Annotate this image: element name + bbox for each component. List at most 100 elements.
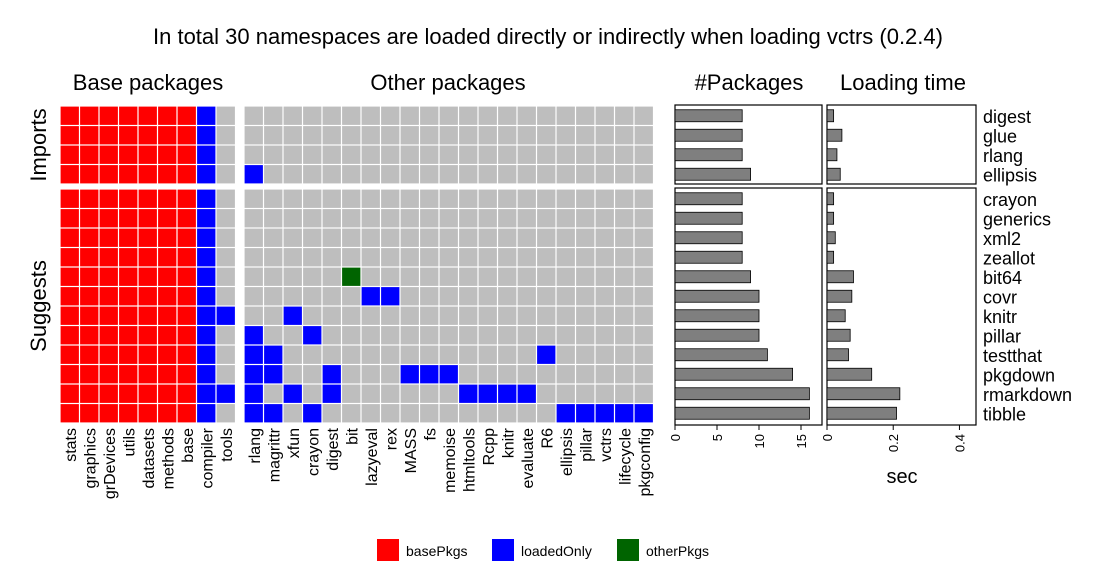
- column-label-pkgconfig: pkgconfig: [637, 428, 654, 497]
- heat-cell-bit64-ellipsis: [556, 267, 575, 286]
- row-label-digest: digest: [983, 107, 1031, 127]
- heat-cell-pillar-tools: [216, 326, 235, 345]
- heat-cell-pillar-bit: [342, 326, 361, 345]
- heat-cell-bit64-rex: [381, 267, 400, 286]
- heat-cell-rlang-lifecycle: [615, 145, 634, 164]
- heat-cell-rlang-datasets: [138, 145, 157, 164]
- column-label-pillar: pillar: [578, 427, 595, 461]
- heat-cell-testthat-xfun: [283, 345, 302, 364]
- tick-label: 0: [820, 434, 835, 441]
- bar-loadtime-testthat: [826, 348, 849, 362]
- heat-cell-pillar-rlang: [244, 326, 263, 345]
- heatmap: stats graphics grDevices utils datasets metho…: [60, 106, 654, 499]
- heat-cell-testthat-r6: [537, 345, 556, 364]
- bar-loadtime-xml2: [826, 231, 836, 245]
- heat-cell-covr-rlang: [244, 287, 263, 306]
- heat-cell-xml2-graphics: [80, 228, 99, 247]
- heat-cell-xml2-evaluate: [517, 228, 536, 247]
- heat-cell-generics-memoise: [439, 209, 458, 228]
- heat-cell-glue-evaluate: [517, 126, 536, 145]
- heat-cell-generics-grdevices: [99, 209, 118, 228]
- heat-cell-zeallot-compiler: [197, 248, 216, 267]
- tick-label: 10: [752, 434, 767, 448]
- heat-cell-tibble-lazyeval: [361, 404, 380, 423]
- heat-cell-generics-base: [177, 209, 196, 228]
- heat-cell-pkgdown-tools: [216, 365, 235, 384]
- heat-cell-covr-ellipsis: [556, 287, 575, 306]
- heat-cell-tibble-lifecycle: [615, 404, 634, 423]
- heat-cell-digest-htmltools: [459, 106, 478, 125]
- heat-cell-digest-compiler: [197, 106, 216, 125]
- heat-cell-generics-htmltools: [459, 209, 478, 228]
- heat-cell-pillar-memoise: [439, 326, 458, 345]
- column-label-rcpp: Rcpp: [481, 428, 498, 465]
- heat-cell-rlang-vctrs: [595, 145, 614, 164]
- heat-cell-bit64-crayon: [303, 267, 322, 286]
- heat-cell-bit64-mass: [400, 267, 419, 286]
- heat-cell-bit64-digest: [322, 267, 341, 286]
- heat-cell-ellipsis-memoise: [439, 165, 458, 184]
- heat-cell-zeallot-grdevices: [99, 248, 118, 267]
- sec-axis-label: sec: [886, 466, 917, 488]
- row-label-zeallot: zeallot: [983, 248, 1035, 268]
- heat-cell-rlang-lazyeval: [361, 145, 380, 164]
- heat-cell-knitr-bit: [342, 306, 361, 325]
- heat-cell-crayon-datasets: [138, 189, 157, 208]
- column-label-htmltools: htmltools: [461, 428, 478, 492]
- heat-cell-zeallot-knitr: [498, 248, 517, 267]
- heat-cell-ellipsis-rlang: [244, 165, 263, 184]
- heat-cell-rlang-pillar: [576, 145, 595, 164]
- heat-cell-rmarkdown-r6: [537, 384, 556, 403]
- column-label-rlang: rlang: [247, 428, 264, 464]
- heat-cell-glue-graphics: [80, 126, 99, 145]
- heat-cell-bit64-rcpp: [478, 267, 497, 286]
- heat-cell-digest-utils: [119, 106, 138, 125]
- heat-cell-generics-crayon: [303, 209, 322, 228]
- heat-cell-crayon-knitr: [498, 189, 517, 208]
- heat-cell-glue-pkgconfig: [634, 126, 653, 145]
- legend-swatch-loadedonly: [492, 539, 514, 561]
- heat-cell-tibble-base: [177, 404, 196, 423]
- heat-cell-covr-xfun: [283, 287, 302, 306]
- heat-cell-rlang-rcpp: [478, 145, 497, 164]
- heat-cell-generics-magrittr: [264, 209, 283, 228]
- column-label-bit: bit: [344, 427, 361, 444]
- heat-cell-generics-fs: [420, 209, 439, 228]
- heat-cell-knitr-rex: [381, 306, 400, 325]
- heat-cell-digest-memoise: [439, 106, 458, 125]
- bar-loadtime-bit64: [826, 270, 854, 284]
- heat-cell-rmarkdown-mass: [400, 384, 419, 403]
- heat-cell-xml2-rlang: [244, 228, 263, 247]
- heat-cell-tibble-stats: [60, 404, 79, 423]
- heat-cell-knitr-ellipsis: [556, 306, 575, 325]
- heat-cell-digest-pkgconfig: [634, 106, 653, 125]
- heat-cell-knitr-knitr: [498, 306, 517, 325]
- heat-cell-rmarkdown-lazyeval: [361, 384, 380, 403]
- heat-cell-pkgdown-magrittr: [264, 365, 283, 384]
- heat-cell-tibble-xfun: [283, 404, 302, 423]
- heat-cell-covr-vctrs: [595, 287, 614, 306]
- group-label-suggests: Suggests: [26, 260, 51, 352]
- heat-cell-xml2-lifecycle: [615, 228, 634, 247]
- base-panel-title: Base packages: [73, 70, 223, 95]
- heat-cell-pillar-magrittr: [264, 326, 283, 345]
- heat-cell-xml2-pkgconfig: [634, 228, 653, 247]
- heat-cell-pkgdown-bit: [342, 365, 361, 384]
- heat-cell-pillar-mass: [400, 326, 419, 345]
- heat-cell-knitr-stats: [60, 306, 79, 325]
- heat-cell-ellipsis-crayon: [303, 165, 322, 184]
- row-label-crayon: crayon: [983, 190, 1037, 210]
- heat-cell-crayon-tools: [216, 189, 235, 208]
- heat-cell-rlang-utils: [119, 145, 138, 164]
- heat-cell-bit64-bit: [342, 267, 361, 286]
- heat-cell-pkgdown-fs: [420, 365, 439, 384]
- column-label-tools: tools: [219, 428, 236, 462]
- heat-cell-crayon-bit: [342, 189, 361, 208]
- heat-cell-crayon-vctrs: [595, 189, 614, 208]
- heat-cell-covr-compiler: [197, 287, 216, 306]
- heat-cell-tibble-magrittr: [264, 404, 283, 423]
- heat-cell-covr-methods: [158, 287, 177, 306]
- heat-cell-pillar-rex: [381, 326, 400, 345]
- heat-cell-rlang-pkgconfig: [634, 145, 653, 164]
- heat-cell-bit64-magrittr: [264, 267, 283, 286]
